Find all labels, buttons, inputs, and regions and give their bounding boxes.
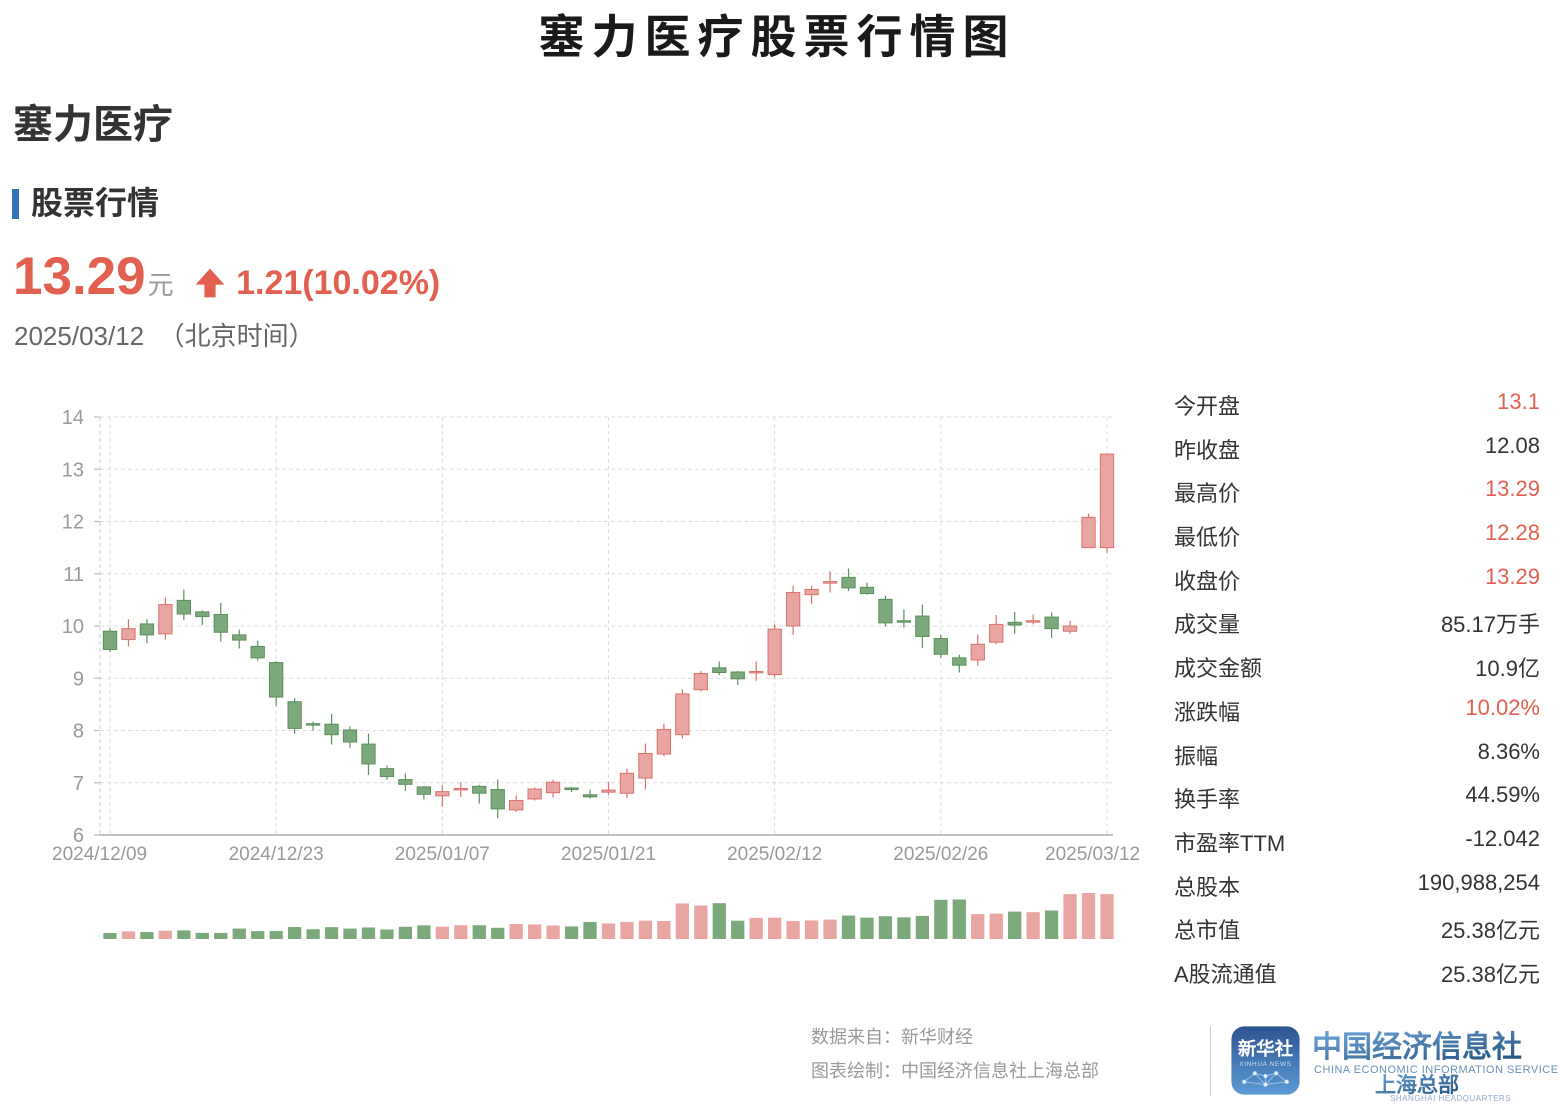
- svg-text:8: 8: [73, 721, 84, 743]
- svg-text:中国经济信息社: 中国经济信息社: [1312, 1030, 1522, 1064]
- svg-text:14: 14: [62, 407, 84, 429]
- svg-text:新华社: 新华社: [1238, 1038, 1294, 1059]
- svg-text:12: 12: [62, 512, 84, 534]
- svg-text:11: 11: [63, 564, 84, 586]
- svg-text:10: 10: [62, 616, 84, 638]
- svg-text:2025/03/12: 2025/03/12: [1045, 844, 1140, 865]
- svg-text:2025/02/26: 2025/02/26: [893, 844, 988, 865]
- svg-text:13: 13: [62, 459, 84, 481]
- svg-text:2024/12/09: 2024/12/09: [52, 844, 147, 865]
- svg-text:2024/12/23: 2024/12/23: [229, 844, 324, 865]
- svg-text:SHANGHAI HEADQUARTERS: SHANGHAI HEADQUARTERS: [1390, 1094, 1511, 1102]
- svg-text:2025/02/12: 2025/02/12: [727, 844, 822, 865]
- svg-text:XINHUA NEWS: XINHUA NEWS: [1239, 1061, 1291, 1068]
- svg-text:2025/01/07: 2025/01/07: [395, 844, 490, 865]
- svg-text:2025/01/21: 2025/01/21: [561, 844, 656, 865]
- svg-text:9: 9: [73, 668, 84, 690]
- svg-text:7: 7: [73, 773, 84, 795]
